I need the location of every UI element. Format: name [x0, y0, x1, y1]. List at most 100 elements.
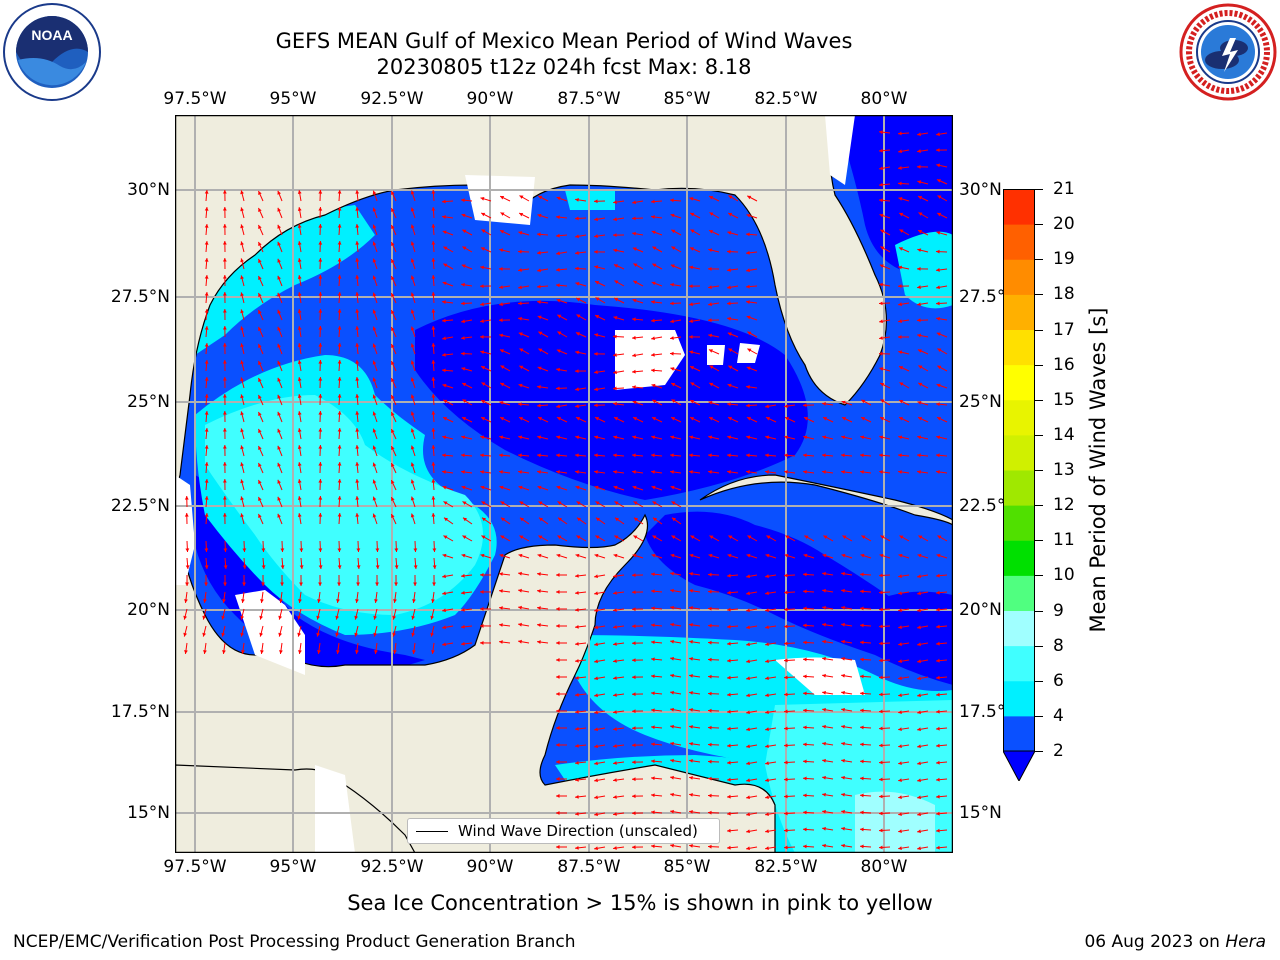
wave-direction-arrow — [689, 742, 701, 746]
wave-direction-arrow — [917, 744, 929, 749]
wave-direction-arrow — [671, 501, 682, 508]
wave-direction-arrow — [537, 385, 549, 389]
wave-direction-arrow — [898, 265, 910, 270]
wave-direction-arrow — [499, 401, 511, 406]
wave-direction-arrow — [898, 659, 910, 664]
wave-direction-arrow — [442, 336, 454, 341]
wave-direction-arrow — [557, 314, 568, 321]
wave-direction-arrow — [556, 367, 568, 372]
wave-direction-arrow — [670, 282, 682, 287]
wave-direction-arrow — [859, 827, 872, 832]
wave-direction-arrow — [726, 249, 739, 254]
wave-direction-arrow — [462, 229, 473, 236]
wave-direction-arrow — [614, 280, 625, 287]
wave-direction-arrow — [689, 657, 701, 661]
wave-direction-arrow — [613, 659, 625, 663]
wave-direction-arrow — [746, 744, 758, 749]
wave-direction-arrow — [184, 512, 189, 525]
wave-direction-arrow — [802, 691, 815, 696]
wave-direction-arrow — [372, 207, 378, 219]
footer-right: 06 Aug 2023 on Hera — [1084, 932, 1266, 952]
wave-direction-arrow — [651, 336, 663, 341]
wave-direction-arrow — [631, 607, 644, 612]
wave-direction-arrow — [879, 367, 891, 372]
wave-direction-arrow — [538, 348, 549, 355]
wave-direction-arrow — [461, 453, 473, 458]
wave-direction-arrow — [480, 319, 492, 323]
wave-direction-arrow — [204, 308, 209, 321]
wave-direction-arrow — [631, 624, 644, 629]
wave-direction-arrow — [593, 403, 606, 408]
wave-direction-arrow — [222, 189, 227, 202]
sea-ice-note: Sea Ice Concentration > 15% is shown in … — [347, 891, 933, 915]
plot-subtitle: 20230805 t12z 024h fcst Max: 8.18 — [376, 55, 752, 79]
wave-direction-arrow — [632, 435, 644, 440]
wave-direction-arrow — [297, 224, 302, 236]
wave-direction-arrow — [765, 676, 777, 681]
wave-direction-arrow — [898, 693, 910, 698]
wave-direction-arrow — [202, 625, 207, 637]
wave-direction-arrow — [258, 343, 264, 355]
wave-direction-arrow — [575, 675, 587, 680]
wave-direction-arrow — [765, 744, 777, 749]
wave-direction-arrow — [899, 382, 910, 389]
wave-direction-arrow — [746, 213, 758, 219]
wave-direction-arrow — [442, 383, 454, 389]
wave-direction-arrow — [222, 308, 227, 321]
colorbar-tick-label: 16 — [1053, 354, 1075, 375]
wave-direction-arrow — [859, 589, 872, 594]
wave-direction-arrow — [784, 453, 796, 458]
wave-direction-arrow — [802, 403, 815, 408]
wave-direction-arrow — [632, 247, 644, 253]
wave-direction-arrow — [879, 382, 891, 389]
wave-direction-arrow — [431, 206, 436, 219]
wave-direction-arrow — [899, 535, 910, 542]
wave-direction-arrow — [690, 535, 701, 542]
wave-direction-arrow — [412, 642, 416, 654]
wave-direction-arrow — [935, 658, 948, 663]
colorbar-tick-mark — [1035, 224, 1043, 226]
wave-direction-arrow — [841, 400, 853, 406]
wave-direction-arrow — [431, 359, 436, 372]
wave-direction-arrow — [537, 213, 549, 219]
wave-direction-arrow — [783, 794, 796, 799]
wave-direction-arrow — [898, 744, 910, 749]
wave-direction-arrow — [936, 453, 948, 458]
wave-direction-arrow — [518, 605, 530, 610]
wave-direction-arrow — [556, 251, 568, 256]
wave-direction-arrow — [500, 365, 511, 372]
wave-direction-arrow — [410, 377, 416, 389]
wave-direction-arrow — [613, 416, 625, 423]
colorbar-segment — [1003, 434, 1035, 471]
wave-direction-arrow — [240, 326, 245, 338]
wave-direction-arrow — [354, 608, 359, 620]
wave-direction-arrow — [861, 399, 872, 406]
wave-direction-arrow — [935, 573, 948, 578]
wave-direction-arrow — [670, 470, 682, 474]
wave-direction-arrow — [355, 190, 360, 202]
wave-direction-arrow — [632, 453, 644, 458]
wave-direction-arrow — [746, 761, 758, 766]
wave-direction-arrow — [536, 232, 549, 237]
wave-direction-arrow — [410, 479, 416, 491]
wave-direction-arrow — [538, 501, 549, 508]
wave-direction-arrow — [258, 411, 264, 423]
wave-direction-arrow — [859, 674, 872, 679]
wave-direction-arrow — [337, 444, 342, 457]
wave-direction-arrow — [878, 760, 891, 765]
wave-direction-arrow — [499, 623, 511, 627]
wave-direction-arrow — [670, 792, 682, 797]
wave-direction-arrow — [783, 675, 796, 680]
wave-direction-arrow — [222, 240, 227, 253]
wave-direction-arrow — [204, 427, 209, 440]
wave-direction-arrow — [410, 360, 416, 372]
wave-direction-arrow — [372, 428, 378, 440]
colorbar-segment — [1003, 364, 1035, 401]
wave-direction-arrow — [822, 843, 834, 848]
wave-direction-arrow — [935, 607, 948, 612]
wave-direction-arrow — [222, 642, 226, 654]
wave-direction-arrow — [708, 553, 720, 559]
wave-direction-arrow — [462, 501, 473, 508]
wave-direction-arrow — [726, 828, 739, 833]
wave-direction-arrow — [802, 793, 815, 798]
